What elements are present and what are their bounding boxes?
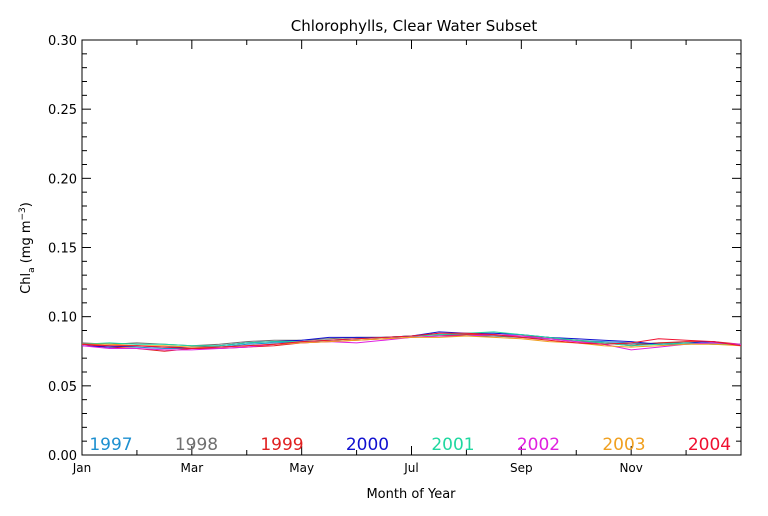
- axes: Jan Mar May Jul Sep Nov 0.00 0.05 0.10 0.15 0.20 0.…: [48, 34, 742, 475]
- y-axis-label-unit: (mg m: [19, 220, 34, 267]
- series-lines: [81, 331, 742, 352]
- legend-label-1999: 1999: [260, 435, 303, 455]
- x-tick-label: May: [289, 461, 314, 475]
- legend: 1997 1998 1999 2000 2001 2002 2003 2004: [89, 435, 731, 455]
- y-axis-label-unit-end: ): [19, 202, 34, 207]
- x-tick-label: Sep: [510, 461, 533, 475]
- y-axis-label-superscript: −3: [18, 207, 28, 220]
- y-axis-label: Chla (mg m−3): [18, 202, 37, 294]
- y-axis-label-main: Chl: [19, 273, 34, 294]
- y-tick-label: 0.10: [48, 311, 77, 326]
- y-axis-label-subscript: a: [27, 267, 37, 273]
- x-tick-label: Nov: [619, 461, 642, 475]
- legend-label-1997: 1997: [89, 435, 132, 455]
- series-line-2004: [81, 332, 742, 350]
- y-tick-label: 0.20: [48, 172, 77, 187]
- y-tick-label: 0.00: [48, 449, 77, 464]
- legend-label-1998: 1998: [175, 435, 218, 455]
- x-tick-label: Mar: [181, 461, 204, 475]
- y-tick-label: 0.30: [48, 34, 77, 49]
- legend-label-2002: 2002: [517, 435, 560, 455]
- legend-label-2004: 2004: [688, 435, 731, 455]
- chart-title: Chlorophylls, Clear Water Subset: [291, 17, 538, 35]
- y-tick-label: 0.25: [48, 103, 77, 118]
- legend-label-2000: 2000: [346, 435, 389, 455]
- x-tick-label: Jan: [72, 461, 92, 475]
- legend-label-2001: 2001: [431, 435, 474, 455]
- y-tick-label: 0.05: [48, 380, 77, 395]
- series-line-2003: [82, 335, 742, 348]
- legend-label-2003: 2003: [602, 435, 645, 455]
- x-tick-label: Jul: [403, 461, 418, 475]
- y-tick-label: 0.15: [48, 242, 77, 257]
- x-axis-label: Month of Year: [366, 487, 456, 502]
